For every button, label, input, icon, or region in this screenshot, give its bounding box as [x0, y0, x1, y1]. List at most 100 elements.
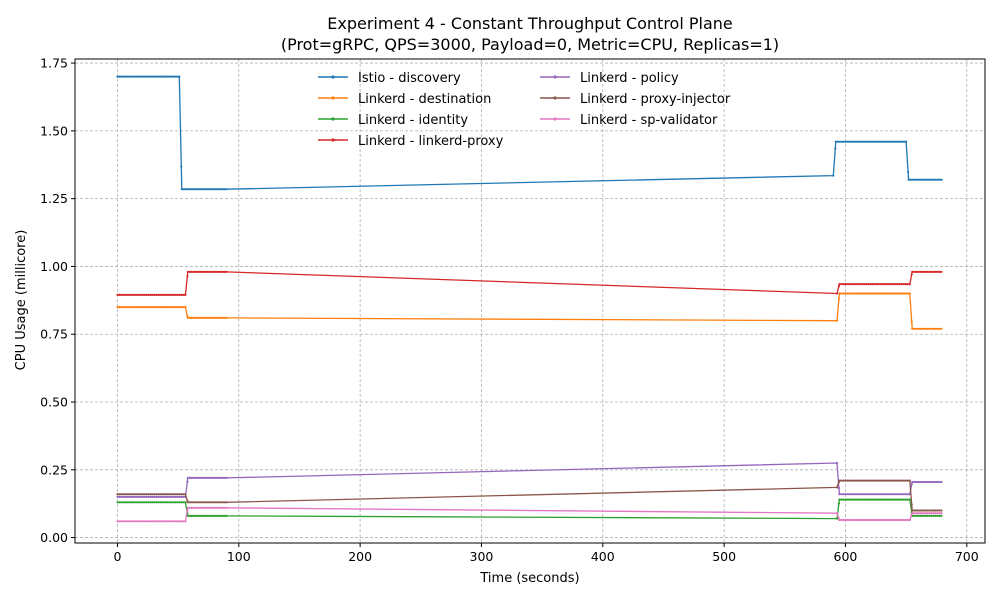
- data-point: [838, 493, 841, 496]
- data-point: [863, 140, 867, 143]
- data-point: [159, 495, 162, 498]
- data-point: [137, 293, 140, 296]
- data-point: [206, 270, 209, 273]
- data-point: [145, 495, 148, 498]
- data-point: [854, 140, 857, 143]
- data-point: [928, 514, 931, 518]
- data-point: [153, 495, 156, 498]
- data-point: [906, 292, 909, 295]
- data-point: [168, 75, 171, 78]
- data-point: [863, 498, 866, 501]
- data-point: [200, 501, 203, 504]
- data-point: [170, 493, 173, 496]
- data-point: [886, 292, 890, 295]
- data-point: [135, 495, 138, 498]
- data-point: [118, 520, 121, 523]
- data-point: [902, 140, 905, 143]
- data-point: [135, 306, 138, 309]
- data-point: [219, 270, 222, 273]
- data-point: [918, 480, 922, 484]
- data-point: [170, 520, 173, 523]
- data-point: [137, 75, 140, 78]
- data-point: [834, 147, 837, 150]
- data-point: [202, 514, 205, 518]
- data-point: [200, 188, 203, 191]
- data-point: [221, 316, 224, 319]
- data-point: [149, 501, 152, 504]
- data-point: [844, 493, 847, 496]
- data-point: [918, 514, 922, 518]
- data-point: [879, 493, 882, 496]
- data-point: [135, 520, 138, 523]
- legend-label: Linkerd - identity: [358, 113, 468, 128]
- data-point: [190, 316, 193, 319]
- data-point: [151, 495, 154, 498]
- data-point: [161, 75, 164, 78]
- series-line: [117, 507, 943, 522]
- data-point: [848, 498, 851, 501]
- data-point: [168, 493, 171, 496]
- data-point: [182, 493, 185, 496]
- data-point: [923, 178, 926, 181]
- data-point: [909, 178, 912, 181]
- data-point: [116, 501, 119, 504]
- data-point: [879, 283, 882, 286]
- data-point: [139, 520, 142, 523]
- data-point: [190, 270, 193, 273]
- data-point: [940, 514, 943, 518]
- data-point: [881, 518, 884, 522]
- data-point: [851, 498, 855, 501]
- data-point: [865, 292, 868, 295]
- data-point: [838, 479, 841, 482]
- data-point: [182, 188, 185, 191]
- data-point: [902, 292, 905, 295]
- data-point: [924, 512, 927, 515]
- data-point: [225, 506, 228, 509]
- data-point: [198, 476, 201, 479]
- data-point: [208, 501, 211, 504]
- data-point: [159, 293, 162, 296]
- data-point: [116, 495, 119, 498]
- data-point: [842, 493, 845, 496]
- legend-marker: [553, 117, 557, 121]
- data-point: [202, 188, 205, 191]
- data-point: [906, 283, 909, 286]
- data-point: [155, 75, 158, 78]
- data-point: [918, 509, 922, 512]
- data-point: [886, 518, 890, 522]
- data-point: [139, 293, 142, 296]
- data-point: [178, 75, 181, 78]
- data-point: [194, 506, 197, 509]
- data-point: [924, 270, 927, 273]
- data-point: [890, 498, 893, 501]
- data-point: [908, 292, 911, 295]
- data-point: [859, 292, 862, 295]
- data-point: [938, 480, 941, 484]
- data-point: [168, 495, 171, 498]
- data-point: [892, 493, 895, 496]
- data-point: [896, 479, 899, 482]
- data-point: [840, 518, 843, 522]
- data-point: [936, 270, 939, 273]
- data-point: [936, 514, 939, 518]
- data-point: [174, 493, 177, 496]
- data-point: [916, 509, 920, 512]
- data-point: [858, 140, 861, 143]
- data-point: [886, 283, 890, 286]
- data-point: [180, 165, 183, 168]
- data-point: [879, 292, 882, 295]
- data-point: [913, 327, 916, 330]
- data-point: [892, 479, 895, 482]
- data-point: [918, 270, 922, 273]
- data-point: [915, 509, 918, 512]
- data-point: [190, 501, 193, 504]
- data-point: [855, 292, 859, 295]
- data-point: [221, 501, 224, 504]
- data-point: [840, 140, 843, 143]
- data-point: [190, 514, 193, 518]
- data-point: [892, 283, 895, 286]
- data-point: [155, 495, 158, 498]
- data-point: [902, 518, 905, 522]
- data-point: [186, 275, 189, 278]
- data-point: [853, 518, 857, 522]
